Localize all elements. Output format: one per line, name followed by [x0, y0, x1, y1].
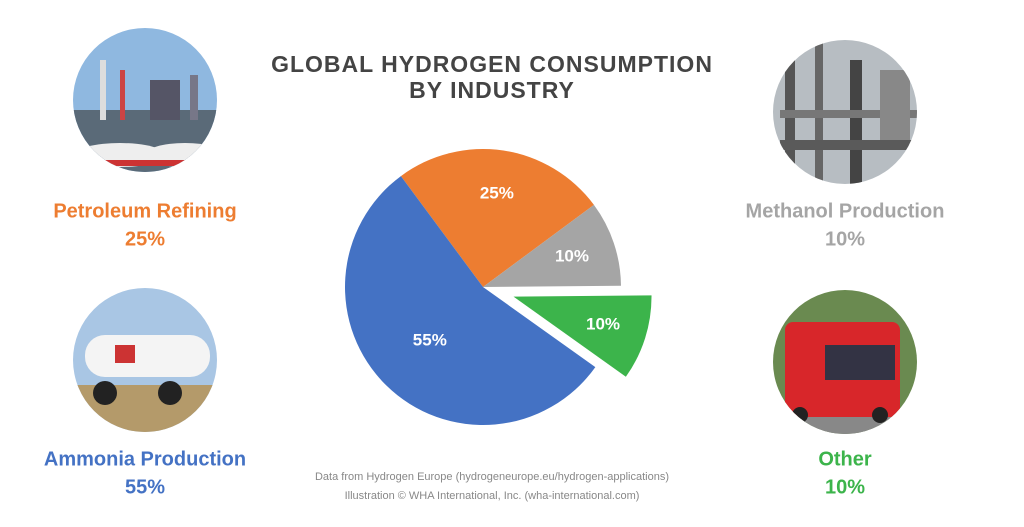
slice-label: 55% [413, 331, 447, 350]
pie-slice [344, 176, 596, 426]
refinery-photo [73, 28, 217, 172]
pie-slice [483, 204, 621, 287]
ammonia-photo [73, 288, 217, 432]
category-label: Other [818, 448, 872, 470]
chart-title: GLOBAL HYDROGEN CONSUMPTION [271, 51, 713, 77]
slice-label: 10% [555, 247, 589, 266]
category-value: 25% [125, 228, 165, 250]
slice-label: 10% [586, 314, 620, 333]
category-label: Petroleum Refining [53, 200, 236, 222]
pie-slice [400, 149, 594, 287]
credit-note: Illustration © WHA International, Inc. (… [345, 490, 640, 502]
category-value: 10% [825, 228, 865, 250]
chart-title: BY INDUSTRY [409, 77, 575, 103]
category-value: 10% [825, 476, 865, 498]
source-note: Data from Hydrogen Europe (hydrogeneurop… [315, 471, 669, 483]
category-label: Ammonia Production [44, 448, 246, 470]
category-value: 55% [125, 476, 165, 498]
category-label: Methanol Production [746, 200, 945, 222]
methanol-photo [773, 40, 917, 184]
slice-label: 25% [480, 184, 514, 203]
pie-slice [513, 295, 652, 377]
bus-photo [773, 290, 917, 434]
